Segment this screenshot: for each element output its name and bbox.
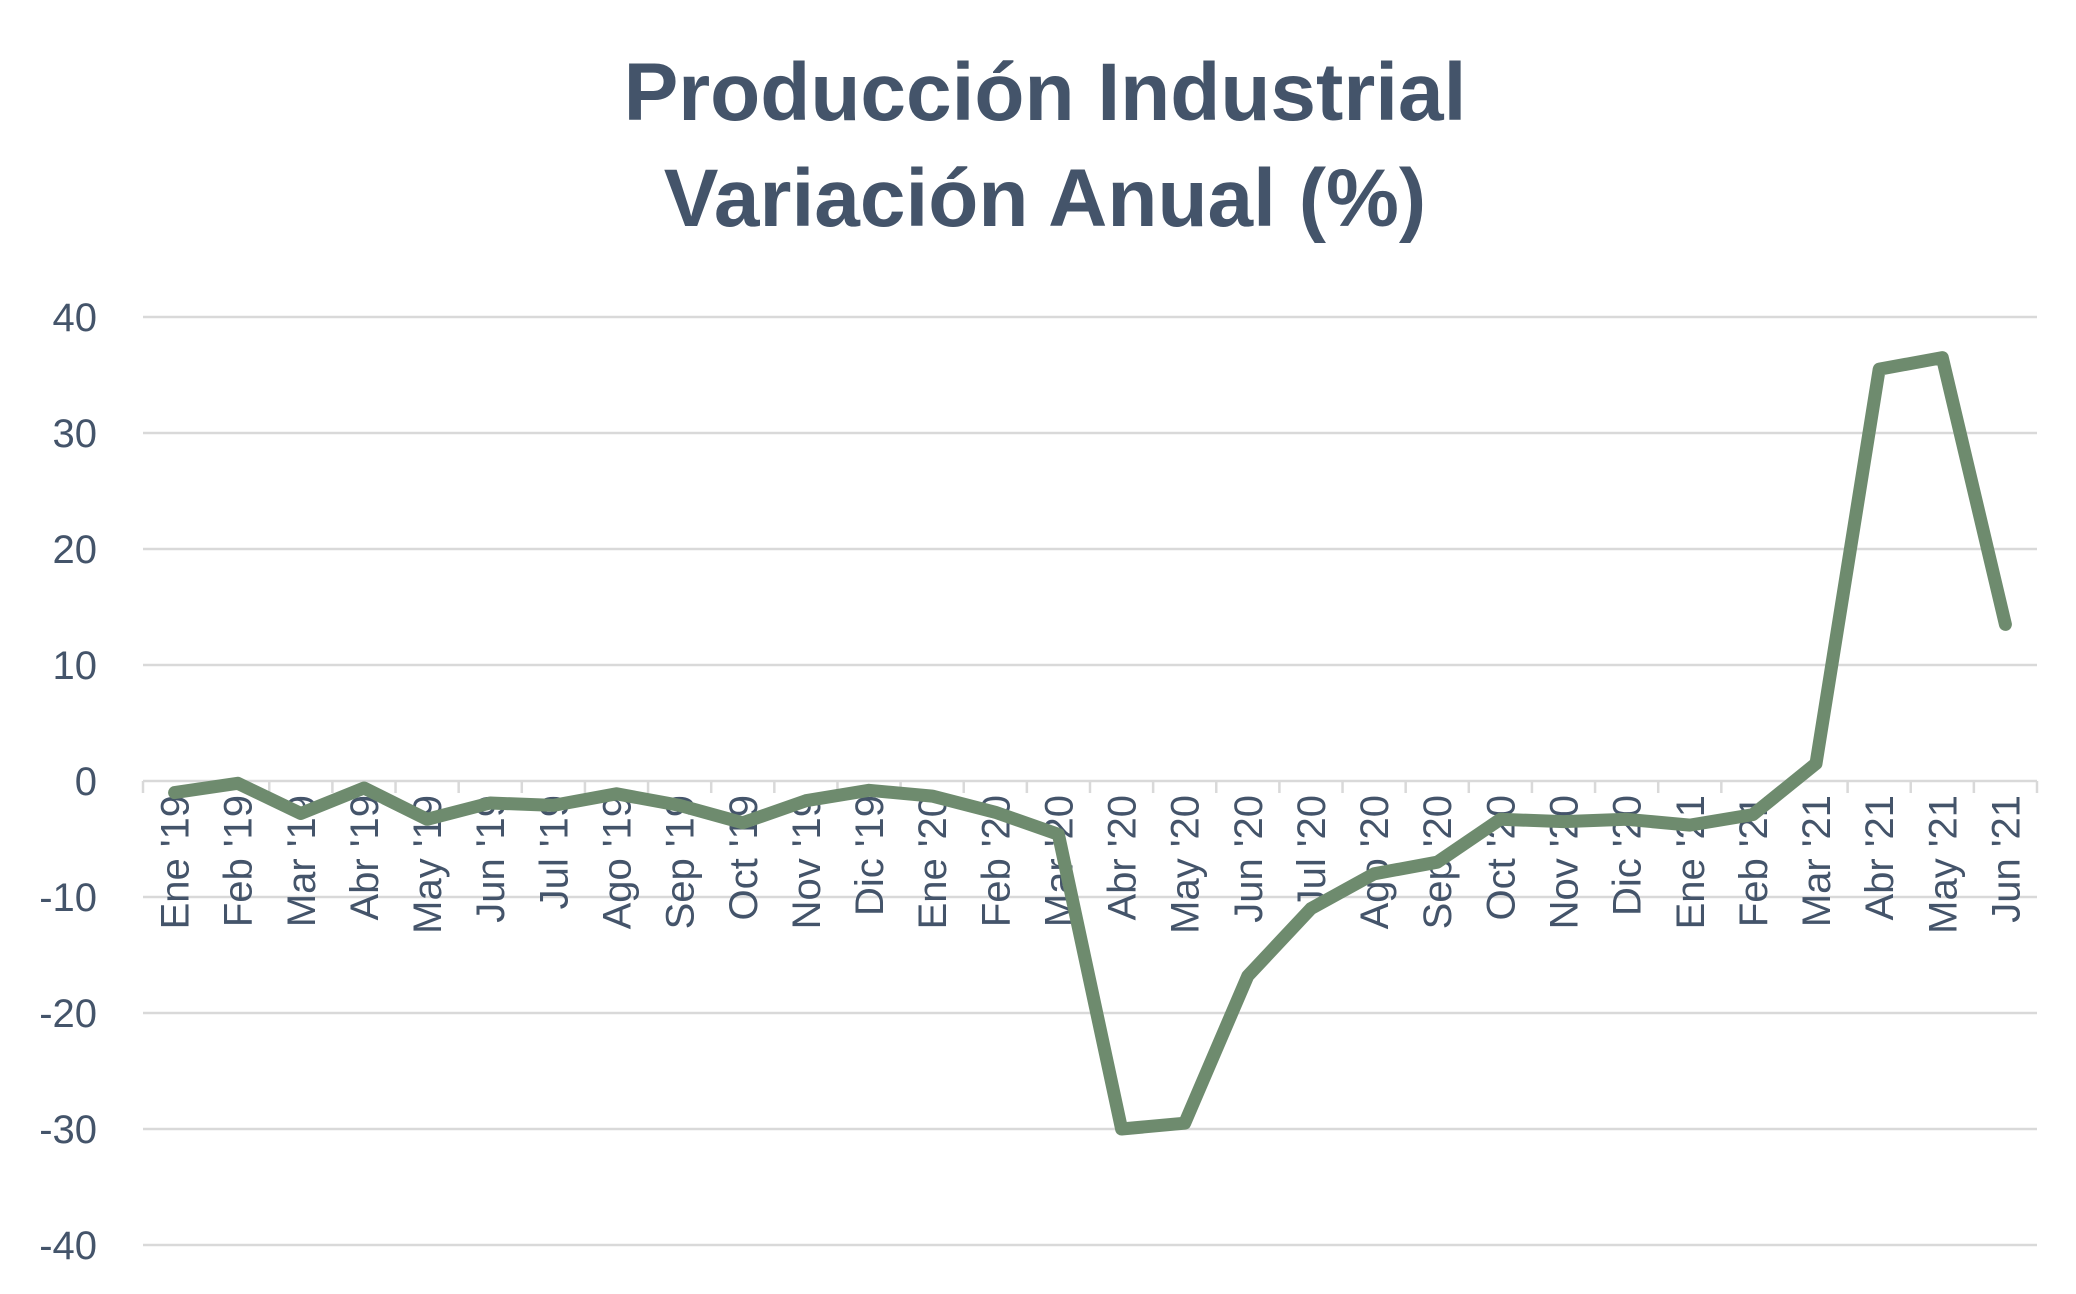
y-tick-label: -20 xyxy=(39,992,97,1036)
y-tick-label: -40 xyxy=(39,1224,97,1268)
x-tick-label: Feb '19 xyxy=(217,795,261,927)
x-tick-label: Abr '21 xyxy=(1858,795,1902,921)
y-tick-label: 10 xyxy=(53,644,98,688)
y-tick-label: 30 xyxy=(53,412,98,456)
chart-title: Producción Industrial xyxy=(624,47,1467,138)
x-tick-label: May '20 xyxy=(1164,795,1208,934)
chart-subtitle: Variación Anual (%) xyxy=(664,153,1426,244)
x-tick-label: Nov '19 xyxy=(785,795,829,929)
y-tick-label: 20 xyxy=(53,528,98,572)
x-tick-label: Ago '20 xyxy=(1353,795,1397,929)
series-layer xyxy=(168,351,2012,1136)
x-tick-label: Ene '20 xyxy=(911,795,955,929)
x-tick-label: Jul '19 xyxy=(532,795,576,909)
x-tick-label: Jun '20 xyxy=(1227,795,1271,923)
x-tick-label: Abr '20 xyxy=(1101,795,1145,921)
gridlines xyxy=(143,315,2037,1247)
y-tick-label: -30 xyxy=(39,1108,97,1152)
x-tick-label: Jul '20 xyxy=(1290,795,1334,909)
x-tick-label: Jun '19 xyxy=(469,795,513,923)
x-tick-label: Sep '19 xyxy=(659,795,703,929)
y-tick-label: 40 xyxy=(53,296,98,340)
x-tick-label: Ene '21 xyxy=(1669,795,1713,929)
x-tick-label: Dic '19 xyxy=(848,795,892,916)
series-line xyxy=(168,351,2012,1136)
y-axis-tick-labels: 40 30 20 10 0 -10 -20 -30 -40 xyxy=(39,296,97,1268)
y-tick-label: -10 xyxy=(39,876,97,920)
x-tick-label: Ago '19 xyxy=(596,795,640,929)
y-tick-label: 0 xyxy=(75,760,97,804)
x-axis xyxy=(141,779,2039,793)
x-tick-label: Ene '19 xyxy=(154,795,198,929)
x-tick-label: Abr '19 xyxy=(343,795,387,921)
x-tick-label: May '21 xyxy=(1921,795,1965,934)
x-tick-label: Jun '21 xyxy=(1984,795,2028,923)
x-tick-label: Mar '21 xyxy=(1795,795,1839,927)
